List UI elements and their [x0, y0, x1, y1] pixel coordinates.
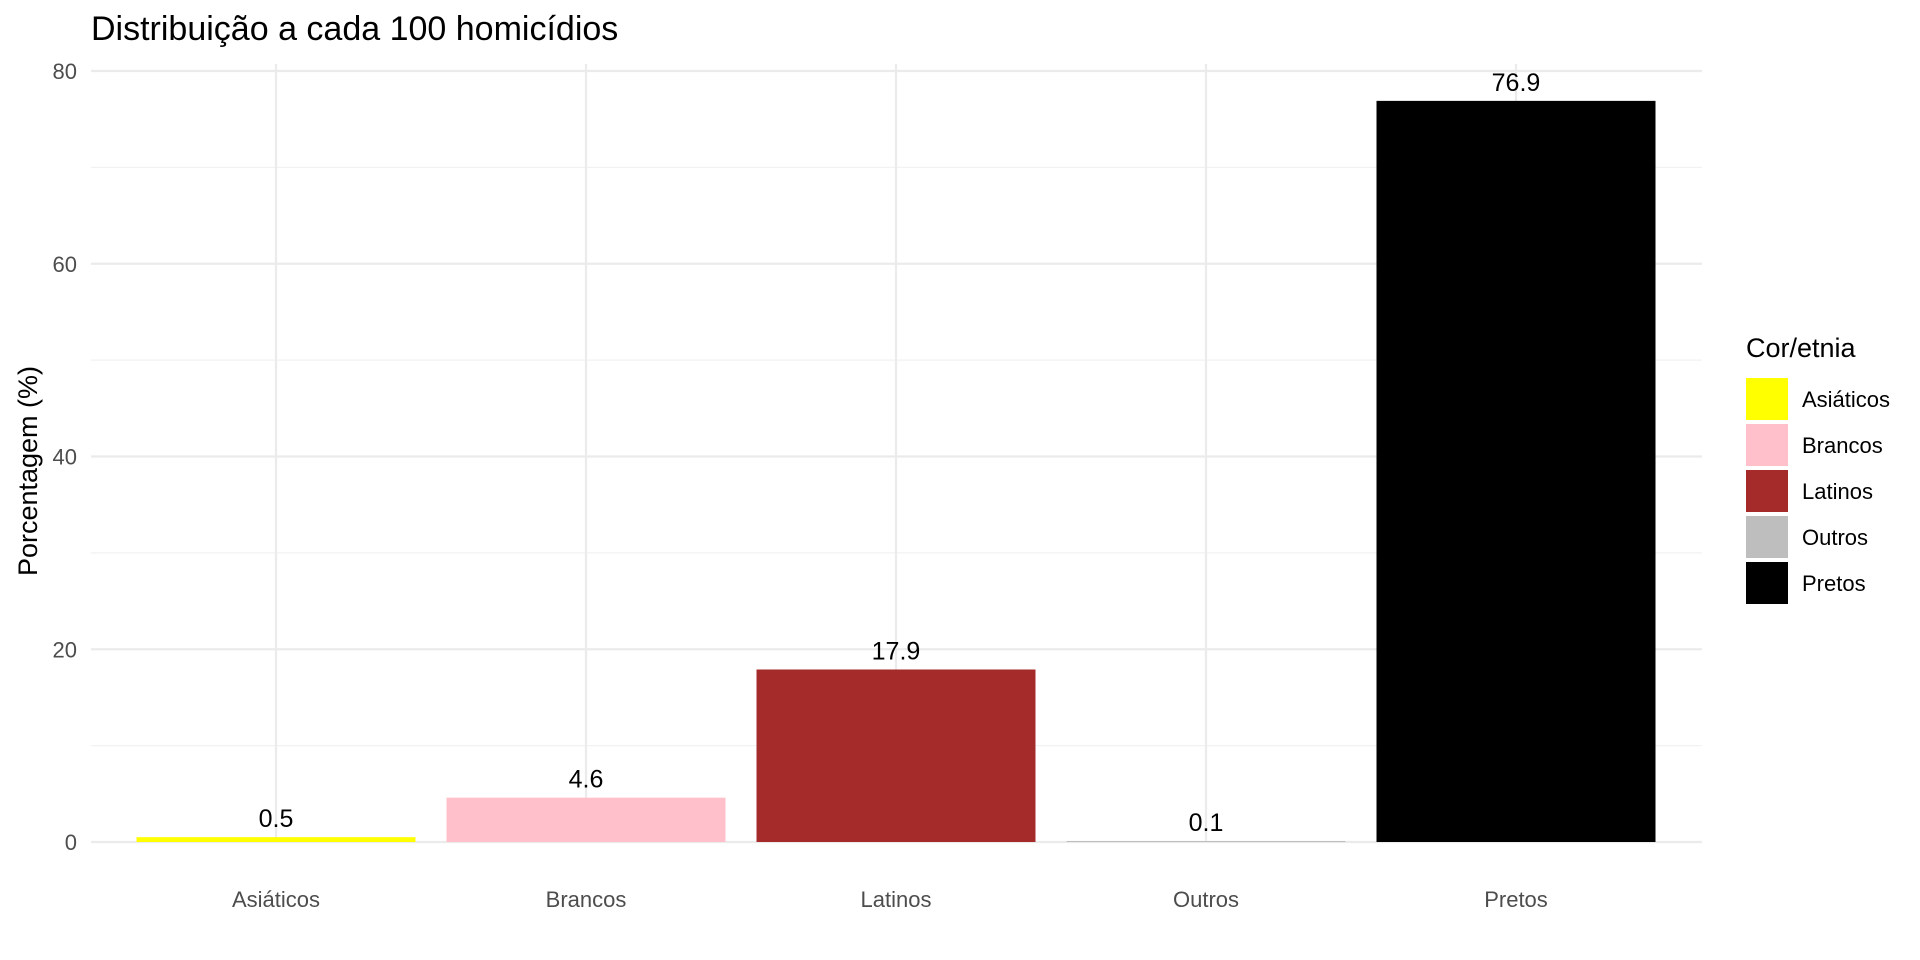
legend-key-outros	[1746, 516, 1788, 558]
legend: Cor/etnia Asiáticos Brancos Latinos Outros P…	[1746, 333, 1890, 604]
legend-key-pretos	[1746, 562, 1788, 604]
x-tick-label: Asiáticos	[232, 887, 320, 912]
y-tick-label: 80	[53, 59, 77, 84]
legend-key-latinos	[1746, 470, 1788, 512]
legend-key-brancos	[1746, 424, 1788, 466]
legend-label: Asiáticos	[1802, 387, 1890, 412]
legend-label: Pretos	[1802, 571, 1866, 596]
legend-label: Brancos	[1802, 433, 1883, 458]
bar-brancos	[446, 797, 726, 842]
x-tick-label: Latinos	[861, 887, 932, 912]
bar-pretos	[1376, 100, 1656, 843]
y-axis-title: Porcentagem (%)	[13, 366, 43, 576]
x-axis-ticks: Asiáticos Brancos Latinos Outros Pretos	[232, 887, 1548, 912]
data-label: 4.6	[569, 766, 604, 794]
x-tick-label: Pretos	[1484, 887, 1548, 912]
data-label: 0.1	[1189, 809, 1224, 837]
y-tick-label: 20	[53, 637, 77, 662]
legend-label: Latinos	[1802, 479, 1873, 504]
data-label: 76.9	[1492, 69, 1541, 97]
data-label: 17.9	[872, 637, 921, 665]
legend-key-asiáticos	[1746, 378, 1788, 420]
y-tick-label: 40	[53, 445, 77, 470]
y-tick-label: 60	[53, 252, 77, 277]
y-tick-label: 0	[65, 830, 77, 855]
y-axis-ticks: 0 20 40 60 80	[53, 59, 77, 855]
bars	[136, 100, 1656, 843]
data-label: 0.5	[259, 805, 294, 833]
bar-latinos	[756, 669, 1036, 842]
chart-title: Distribuição a cada 100 homicídios	[91, 10, 618, 48]
bar-outros	[1066, 841, 1346, 842]
x-tick-label: Brancos	[546, 887, 627, 912]
legend-label: Outros	[1802, 525, 1868, 550]
legend-title: Cor/etnia	[1746, 333, 1857, 363]
x-tick-label: Outros	[1173, 887, 1239, 912]
data-labels: 0.5 4.6 17.9 0.1 76.9	[259, 69, 1541, 837]
bar-asiáticos	[136, 837, 416, 842]
